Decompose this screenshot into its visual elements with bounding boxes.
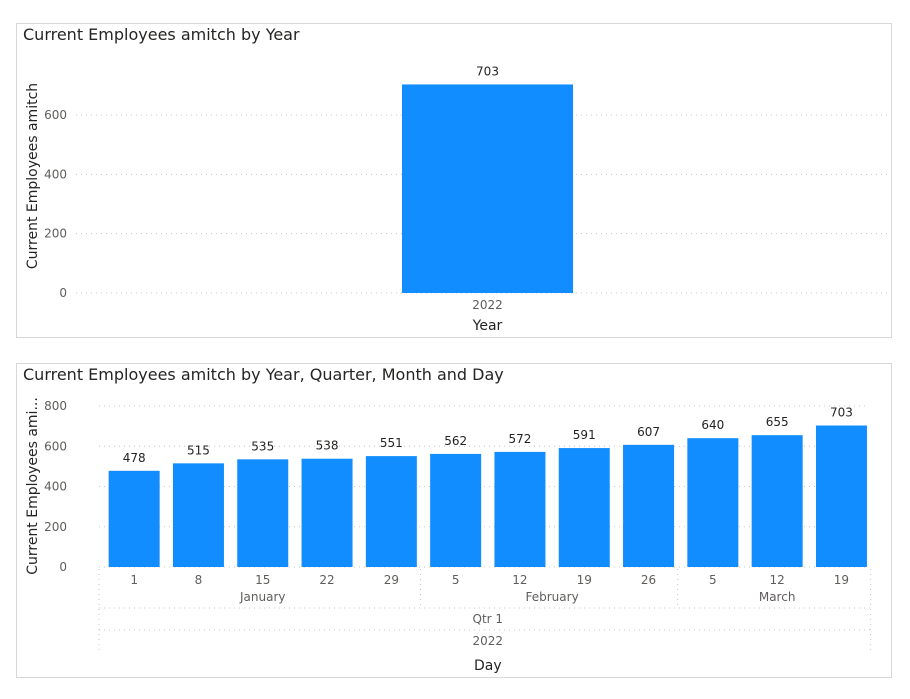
- y-tick-label: 200: [44, 520, 67, 534]
- y-tick-label: 800: [44, 399, 67, 413]
- data-label: 591: [573, 428, 596, 442]
- bar: [301, 458, 353, 567]
- x-tick-label: 15: [255, 573, 270, 587]
- y-tick-label: 0: [59, 560, 67, 574]
- y-tick-label: 400: [44, 167, 67, 181]
- x-tick-label: 22: [319, 573, 334, 587]
- chart-panel-by-year[interactable]: Current Employees amitch by Year 0 200 400…: [16, 23, 892, 338]
- x-tick-label: 12: [770, 573, 785, 587]
- bar-chart-by-year: 0 200 400 600 703 2022 Year Current Employees a…: [25, 64, 889, 334]
- chart-panel-by-day[interactable]: Current Employees amitch by Year, Quarte…: [16, 363, 892, 678]
- month-label: February: [526, 590, 579, 604]
- x-tick-label: 26: [641, 573, 656, 587]
- bar: [430, 453, 482, 567]
- quarter-label: Qtr 1: [473, 612, 504, 626]
- x-tick-label: 19: [834, 573, 849, 587]
- y-axis-title: Current Employees amitch: [25, 83, 41, 269]
- bar: [237, 459, 289, 567]
- x-tick-label: 19: [577, 573, 592, 587]
- data-label: 703: [476, 64, 499, 78]
- y-tick-label: 600: [44, 108, 67, 122]
- chart-title: Current Employees amitch by Year, Quarte…: [23, 365, 504, 384]
- data-label: 562: [444, 434, 467, 448]
- y-tick-label: 400: [44, 480, 67, 494]
- data-label: 538: [316, 439, 339, 453]
- data-label: 703: [830, 406, 853, 420]
- data-label: 478: [123, 451, 146, 465]
- x-tick-label: 12: [512, 573, 527, 587]
- bar: [623, 444, 675, 567]
- x-tick-label: 2022: [472, 298, 503, 312]
- data-label: 551: [380, 436, 403, 450]
- bar: [365, 456, 417, 567]
- bar: [687, 438, 739, 567]
- bar: [172, 463, 224, 567]
- year-label: 2022: [473, 634, 504, 648]
- y-tick-label: 600: [44, 439, 67, 453]
- x-tick-label: 5: [709, 573, 717, 587]
- bar: [558, 448, 610, 567]
- data-label: 535: [251, 439, 274, 453]
- y-axis-title: Current Employees ami...: [25, 397, 41, 575]
- x-axis-title: Day: [474, 658, 502, 674]
- chart-title: Current Employees amitch by Year: [23, 25, 300, 44]
- y-tick-label: 0: [59, 286, 67, 300]
- data-label: 640: [701, 418, 724, 432]
- month-label: March: [759, 590, 796, 604]
- bar: [108, 470, 160, 567]
- x-tick-label: 5: [452, 573, 460, 587]
- x-tick-label: 1: [130, 573, 138, 587]
- data-label: 655: [766, 415, 789, 429]
- x-tick-label: 8: [195, 573, 203, 587]
- y-tick-label: 200: [44, 227, 67, 241]
- bar: [751, 435, 803, 567]
- x-axis-title: Year: [472, 318, 503, 334]
- bar-chart-by-day: 0 200 400 600 800 478 1 515 8 535 15 538 22 551 29 562 5…: [25, 397, 872, 674]
- bar: [402, 84, 573, 293]
- bar: [494, 451, 546, 567]
- bar: [815, 425, 867, 567]
- data-label: 515: [187, 443, 210, 457]
- x-tick-label: 29: [384, 573, 399, 587]
- data-label: 572: [508, 432, 531, 446]
- data-label: 607: [637, 425, 660, 439]
- month-label: January: [239, 590, 286, 604]
